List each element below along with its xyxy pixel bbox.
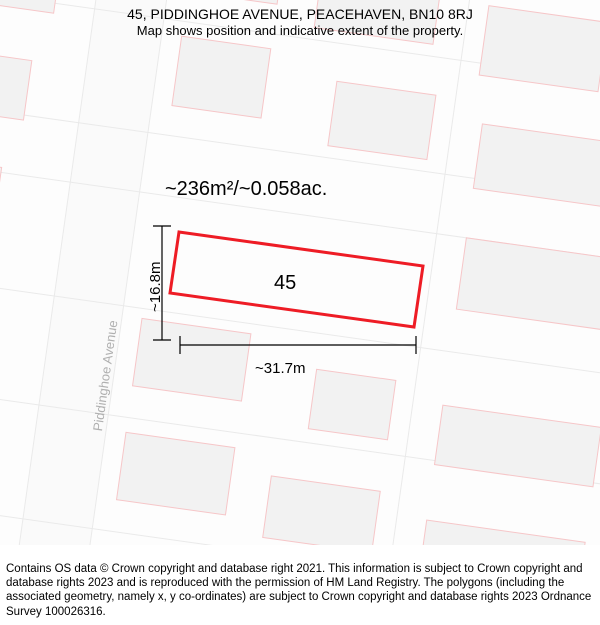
map-svg bbox=[0, 0, 600, 545]
map-canvas: Piddinghoe Avenue ~236m²/~0.058ac. ~31.7… bbox=[0, 0, 600, 545]
copyright-footer: Contains OS data © Crown copyright and d… bbox=[6, 562, 594, 620]
header: 45, PIDDINGHOE AVENUE, PEACEHAVEN, BN10 … bbox=[0, 6, 600, 38]
area-measurement: ~236m²/~0.058ac. bbox=[165, 178, 327, 201]
page-title: 45, PIDDINGHOE AVENUE, PEACEHAVEN, BN10 … bbox=[0, 6, 600, 22]
height-measurement: ~16.8m bbox=[147, 262, 164, 312]
page-subtitle: Map shows position and indicative extent… bbox=[0, 23, 600, 38]
plot-number: 45 bbox=[274, 272, 296, 295]
width-measurement: ~31.7m bbox=[255, 360, 305, 377]
